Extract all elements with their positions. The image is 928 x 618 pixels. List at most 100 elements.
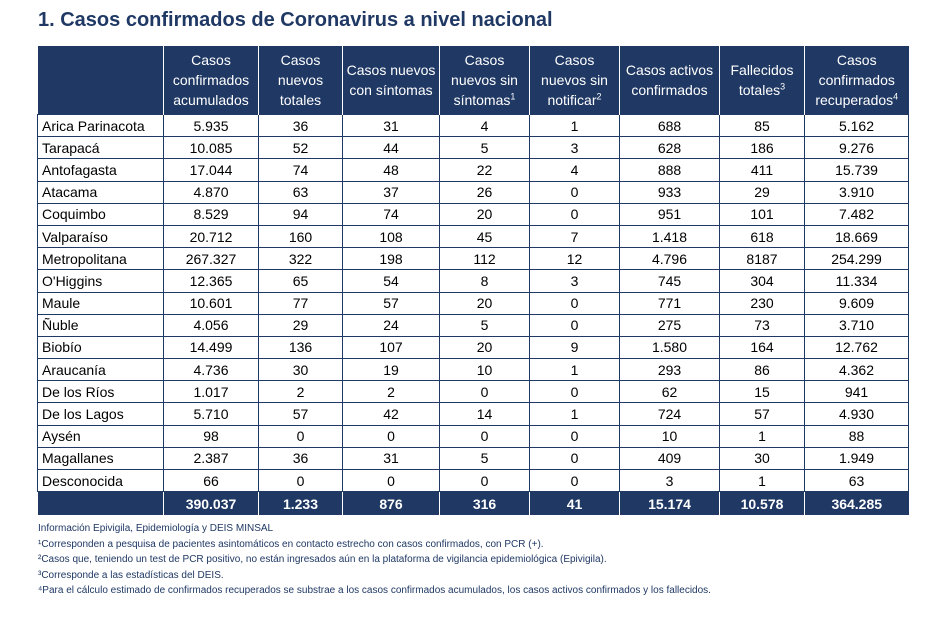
region-name: Antofagasta bbox=[37, 158, 164, 182]
cell-value: 12.365 bbox=[163, 269, 259, 293]
table-row: Magallanes 2.387 36 31 5 0 409 30 1.949 bbox=[37, 446, 909, 471]
table-row: Araucanía 4.736 30 19 10 1 293 86 4.362 bbox=[37, 358, 909, 382]
cell-value: 20 bbox=[439, 202, 530, 226]
column-header: Casos confirmados recuperados4 bbox=[804, 46, 909, 115]
total-value: 10.578 bbox=[719, 491, 805, 516]
cell-value: 4.056 bbox=[163, 313, 259, 337]
cell-value: 31 bbox=[342, 113, 440, 138]
column-header: Casos nuevos sin notificar2 bbox=[529, 46, 620, 115]
region-name: Valparaíso bbox=[37, 224, 164, 249]
cell-value: 9.276 bbox=[804, 136, 909, 160]
cell-value: 26 bbox=[439, 180, 530, 204]
cell-value: 4.362 bbox=[804, 358, 909, 382]
cell-value: 1 bbox=[719, 424, 805, 448]
cell-value: 74 bbox=[258, 158, 343, 182]
cell-value: 254.299 bbox=[804, 247, 909, 271]
cell-value: 36 bbox=[258, 113, 343, 138]
cell-value: 57 bbox=[258, 402, 343, 426]
cell-value: 63 bbox=[258, 180, 343, 204]
cell-value: 48 bbox=[342, 158, 440, 182]
cell-value: 20.712 bbox=[163, 224, 259, 249]
total-value: 390.037 bbox=[163, 491, 259, 516]
cell-value: 628 bbox=[619, 136, 720, 160]
footnote-marker: 4 bbox=[893, 91, 899, 102]
cell-value: 20 bbox=[439, 335, 530, 360]
cell-value: 8187 bbox=[719, 247, 805, 271]
cell-value: 29 bbox=[719, 180, 805, 204]
cell-value: 85 bbox=[719, 113, 805, 138]
total-value: 316 bbox=[439, 491, 530, 516]
region-name: Biobío bbox=[37, 335, 164, 360]
cell-value: 0 bbox=[529, 313, 620, 337]
cell-value: 0 bbox=[258, 468, 343, 493]
cell-value: 14 bbox=[439, 402, 530, 426]
footnotes: Información Epivigila, Epidemiología y D… bbox=[38, 521, 711, 599]
cell-value: 30 bbox=[258, 358, 343, 382]
region-name: De los Lagos bbox=[37, 402, 164, 426]
cell-value: 10 bbox=[439, 358, 530, 382]
cell-value: 688 bbox=[619, 113, 720, 138]
cell-value: 108 bbox=[342, 224, 440, 249]
column-header: Casos nuevos sin síntomas1 bbox=[439, 46, 530, 115]
cell-value: 267.327 bbox=[163, 247, 259, 271]
cell-value: 2 bbox=[342, 380, 440, 404]
cell-value: 409 bbox=[619, 446, 720, 471]
footnote: ²Casos que, teniendo un test de PCR posi… bbox=[38, 554, 607, 565]
cell-value: 66 bbox=[163, 468, 259, 493]
table-row: Desconocida 66 0 0 0 0 3 1 63 bbox=[37, 468, 909, 493]
cell-value: 1.017 bbox=[163, 380, 259, 404]
cell-value: 8.529 bbox=[163, 202, 259, 226]
cell-value: 14.499 bbox=[163, 335, 259, 360]
column-header: Fallecidos totales3 bbox=[719, 46, 805, 115]
total-value: 1.233 bbox=[258, 491, 343, 516]
cell-value: 186 bbox=[719, 136, 805, 160]
cell-value: 45 bbox=[439, 224, 530, 249]
cell-value: 10.085 bbox=[163, 136, 259, 160]
cell-value: 9 bbox=[529, 335, 620, 360]
cell-value: 745 bbox=[619, 269, 720, 293]
region-name: De los Ríos bbox=[37, 380, 164, 404]
cell-value: 0 bbox=[529, 424, 620, 448]
cell-value: 230 bbox=[719, 291, 805, 315]
cell-value: 941 bbox=[804, 380, 909, 404]
footnote: ³Corresponde a las estadísticas del DEIS… bbox=[38, 569, 224, 581]
region-name: Arica Parinacota bbox=[37, 113, 164, 138]
cell-value: 9.609 bbox=[804, 291, 909, 315]
cell-value: 411 bbox=[719, 158, 805, 182]
cell-value: 0 bbox=[529, 202, 620, 226]
region-name: Ñuble bbox=[37, 313, 164, 337]
cell-value: 3 bbox=[529, 136, 620, 160]
cell-value: 4.796 bbox=[619, 247, 720, 271]
cell-value: 107 bbox=[342, 335, 440, 360]
cell-value: 5 bbox=[439, 313, 530, 337]
cell-value: 322 bbox=[258, 247, 343, 271]
region-name: O'Higgins bbox=[37, 269, 164, 293]
cell-value: 4.736 bbox=[163, 358, 259, 382]
cell-value: 4.870 bbox=[163, 180, 259, 204]
cell-value: 62 bbox=[619, 380, 720, 404]
table-row: Atacama 4.870 63 37 26 0 933 29 3.910 bbox=[37, 180, 909, 204]
cell-value: 1.949 bbox=[804, 446, 909, 471]
cell-value: 3 bbox=[619, 468, 720, 493]
cell-value: 7 bbox=[529, 224, 620, 249]
table-row: De los Ríos 1.017 2 2 0 0 62 15 941 bbox=[37, 380, 909, 404]
cell-value: 12 bbox=[529, 247, 620, 271]
cell-value: 0 bbox=[529, 180, 620, 204]
footnote-marker: 1 bbox=[510, 91, 516, 102]
header-region bbox=[37, 46, 164, 115]
cell-value: 54 bbox=[342, 269, 440, 293]
cell-value: 5 bbox=[439, 136, 530, 160]
cell-value: 18.669 bbox=[804, 224, 909, 249]
table-row: Antofagasta 17.044 74 48 22 4 888 411 15.739 bbox=[37, 158, 909, 182]
cell-value: 0 bbox=[529, 291, 620, 315]
cell-value: 36 bbox=[258, 446, 343, 471]
cell-value: 160 bbox=[258, 224, 343, 249]
cell-value: 1 bbox=[529, 402, 620, 426]
cell-value: 771 bbox=[619, 291, 720, 315]
cell-value: 1 bbox=[529, 358, 620, 382]
cell-value: 10 bbox=[619, 424, 720, 448]
region-name: Magallanes bbox=[37, 446, 164, 471]
cell-value: 304 bbox=[719, 269, 805, 293]
region-name: Araucanía bbox=[37, 358, 164, 382]
cell-value: 136 bbox=[258, 335, 343, 360]
